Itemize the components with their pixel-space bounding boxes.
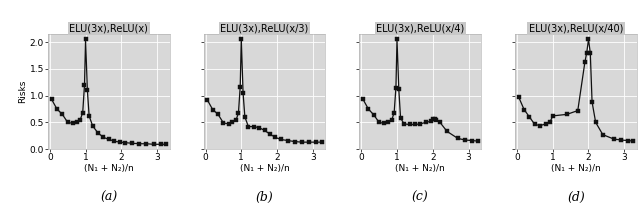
X-axis label: (N₁ + N₂)/n: (N₁ + N₂)/n: [84, 164, 134, 173]
Text: (a): (a): [100, 191, 118, 204]
Text: (c): (c): [412, 191, 429, 204]
Text: (b): (b): [255, 191, 273, 204]
Title: ELU(3x),ReLU(x/4): ELU(3x),ReLU(x/4): [376, 23, 465, 33]
Title: ELU(3x),ReLU(x/40): ELU(3x),ReLU(x/40): [529, 23, 623, 33]
X-axis label: (N₁ + N₂)/n: (N₁ + N₂)/n: [551, 164, 601, 173]
Title: ELU(3x),ReLU(x): ELU(3x),ReLU(x): [69, 23, 148, 33]
Y-axis label: Risks: Risks: [18, 80, 27, 103]
X-axis label: (N₁ + N₂)/n: (N₁ + N₂)/n: [396, 164, 445, 173]
Title: ELU(3x),ReLU(x/3): ELU(3x),ReLU(x/3): [220, 23, 308, 33]
Text: (d): (d): [567, 191, 585, 204]
X-axis label: (N₁ + N₂)/n: (N₁ + N₂)/n: [239, 164, 289, 173]
